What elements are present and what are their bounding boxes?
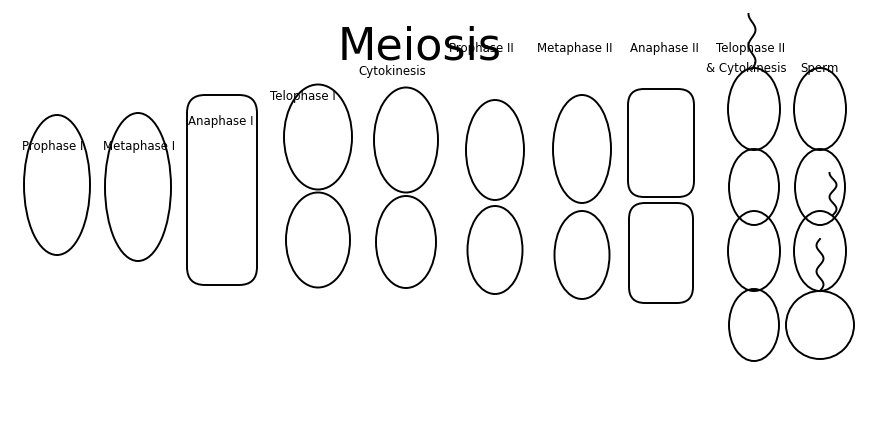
Text: Metaphase II: Metaphase II: [536, 42, 612, 55]
Text: Metaphase I: Metaphase I: [103, 140, 175, 153]
Text: Prophase II: Prophase II: [448, 42, 514, 55]
Text: Telophase I: Telophase I: [269, 90, 335, 103]
Text: Anaphase II: Anaphase II: [629, 42, 698, 55]
Text: Sperm: Sperm: [799, 62, 838, 75]
Text: & Cytokinesis: & Cytokinesis: [705, 62, 786, 75]
Text: Telophase II: Telophase II: [715, 42, 784, 55]
Text: Anaphase I: Anaphase I: [188, 115, 253, 128]
Text: Prophase I: Prophase I: [22, 140, 83, 153]
Text: Cytokinesis: Cytokinesis: [357, 65, 425, 78]
Text: Meiosis: Meiosis: [338, 25, 501, 68]
